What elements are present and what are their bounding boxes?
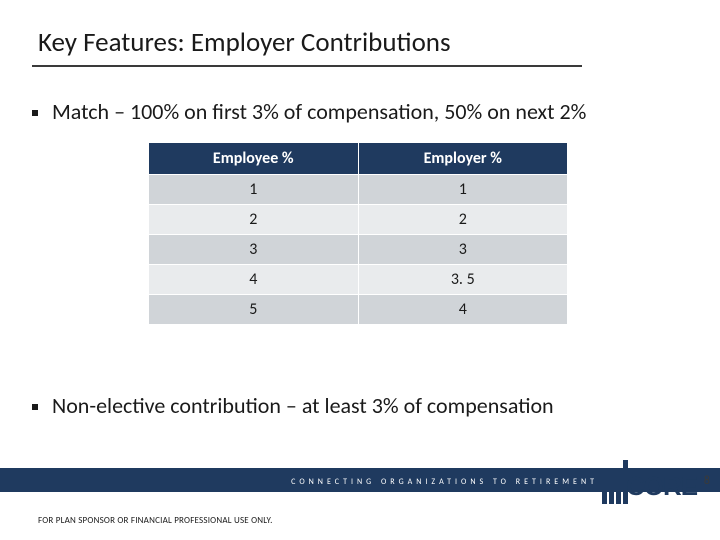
- logo-text: CORE: [626, 471, 697, 502]
- slide-title: Key Features: Employer Contributions: [38, 26, 451, 63]
- bullet-item-2: Non-elective contribution – at least 3% …: [32, 392, 554, 421]
- cell: 1: [358, 175, 568, 205]
- table-row: 2 2: [149, 205, 568, 235]
- bullet-text: Non-elective contribution – at least 3% …: [52, 392, 554, 421]
- col-header-employee: Employee %: [149, 143, 359, 175]
- table-header-row: Employee % Employer %: [149, 143, 568, 175]
- cell: 3. 5: [358, 265, 568, 295]
- title-underline: [32, 65, 582, 67]
- page-number: 8: [704, 474, 710, 488]
- table-row: 1 1: [149, 175, 568, 205]
- disclaimer-text: FOR PLAN SPONSOR OR FINANCIAL PROFESSION…: [38, 515, 273, 526]
- cell: 3: [358, 235, 568, 265]
- table-row: 5 4: [149, 295, 568, 325]
- logo-bars-icon: [602, 460, 628, 504]
- cell: 4: [358, 295, 568, 325]
- col-header-employer: Employer %: [358, 143, 568, 175]
- cell: 3: [149, 235, 359, 265]
- bullet-text: Match – 100% on first 3% of compensation…: [52, 98, 586, 127]
- match-table: Employee % Employer % 1 1 2 2 3 3 4 3. 5: [148, 142, 568, 325]
- table-row: 3 3: [149, 235, 568, 265]
- cell: 4: [149, 265, 359, 295]
- bullet-dot-icon: [32, 110, 38, 116]
- cell: 2: [149, 205, 359, 235]
- footer-tagline: CONNECTING ORGANIZATIONS TO RETIREMENT: [291, 477, 598, 487]
- table-row: 4 3. 5: [149, 265, 568, 295]
- bullet-dot-icon: [32, 404, 38, 410]
- core-logo: CORE: [602, 456, 702, 504]
- cell: 5: [149, 295, 359, 325]
- cell: 1: [149, 175, 359, 205]
- cell: 2: [358, 205, 568, 235]
- bullet-item-1: Match – 100% on first 3% of compensation…: [32, 98, 586, 127]
